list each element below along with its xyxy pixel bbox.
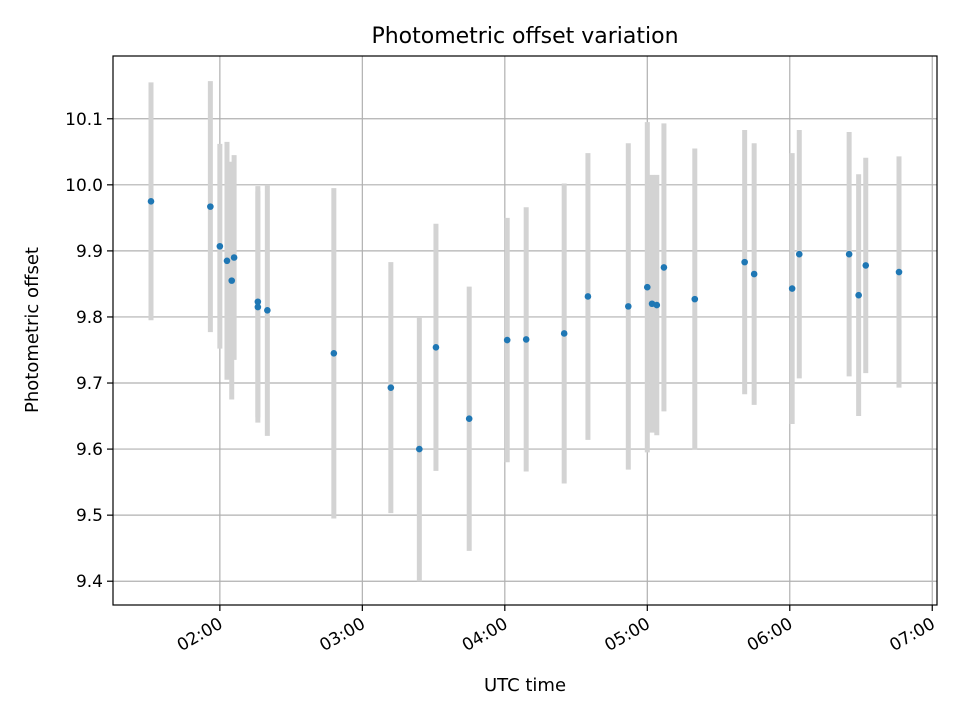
x-tick-label: 05:00 bbox=[601, 614, 653, 656]
y-tick-label: 9.6 bbox=[76, 440, 103, 460]
data-point bbox=[223, 257, 231, 265]
y-tick-label: 9.9 bbox=[76, 242, 103, 262]
x-tick-label: 03:00 bbox=[316, 614, 368, 656]
y-tick-label: 10.1 bbox=[65, 110, 103, 130]
y-tick-label: 9.5 bbox=[76, 506, 103, 526]
data-point bbox=[254, 298, 262, 306]
error-bars bbox=[148, 81, 902, 582]
data-point bbox=[691, 295, 699, 303]
x-tick-label: 07:00 bbox=[886, 614, 938, 656]
data-point bbox=[750, 270, 758, 278]
data-point bbox=[522, 336, 530, 343]
data-point bbox=[416, 445, 423, 453]
data-point bbox=[624, 303, 632, 310]
data-point bbox=[254, 303, 262, 311]
plot-frame bbox=[112, 55, 938, 606]
data-point bbox=[147, 198, 155, 205]
data-point bbox=[862, 262, 870, 269]
data-point bbox=[330, 349, 338, 357]
data-point bbox=[432, 344, 440, 351]
data-point bbox=[895, 268, 903, 276]
data-point bbox=[845, 250, 853, 258]
data-point bbox=[387, 384, 395, 391]
x-tick-label: 02:00 bbox=[174, 614, 226, 656]
data-point bbox=[788, 285, 796, 292]
data-point bbox=[741, 258, 748, 266]
chart-title: Photometric offset variation bbox=[371, 24, 678, 49]
data-point bbox=[560, 330, 568, 337]
x-axis-ticks: 02:00 03:00 04:00 05:00 06:00 07:00 bbox=[174, 605, 939, 656]
data-point bbox=[855, 291, 862, 299]
y-axis-ticks: 9.4 9.5 9.6 9.7 9.8 9.9 10.0 10.1 bbox=[65, 110, 113, 592]
data-points bbox=[147, 198, 903, 453]
data-point bbox=[207, 203, 214, 210]
y-tick-label: 9.7 bbox=[76, 374, 103, 394]
data-point bbox=[228, 277, 236, 284]
data-point bbox=[584, 293, 592, 300]
y-tick-label: 9.4 bbox=[76, 572, 103, 592]
y-axis-label: Photometric offset bbox=[22, 247, 43, 413]
y-tick-label: 9.8 bbox=[76, 308, 103, 328]
data-point bbox=[465, 415, 473, 422]
data-point bbox=[503, 336, 511, 344]
data-point bbox=[230, 254, 238, 261]
y-tick-label: 10.0 bbox=[65, 176, 103, 196]
data-point bbox=[660, 264, 668, 271]
data-point bbox=[653, 301, 661, 309]
data-point bbox=[795, 250, 803, 258]
x-tick-label: 04:00 bbox=[459, 614, 511, 656]
data-point bbox=[264, 307, 271, 314]
x-tick-label: 06:00 bbox=[744, 614, 796, 656]
x-axis-label: UTC time bbox=[484, 675, 566, 696]
data-point bbox=[216, 242, 224, 250]
data-point bbox=[643, 283, 651, 291]
